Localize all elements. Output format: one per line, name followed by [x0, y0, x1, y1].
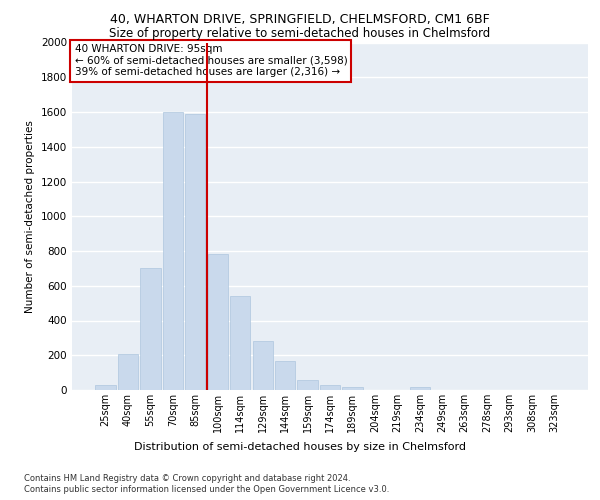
Bar: [343, 386, 362, 390]
Bar: [208, 254, 228, 390]
Bar: [95, 385, 116, 390]
Text: 40, WHARTON DRIVE, SPRINGFIELD, CHELMSFORD, CM1 6BF: 40, WHARTON DRIVE, SPRINGFIELD, CHELMSFO…: [110, 12, 490, 26]
Text: Distribution of semi-detached houses by size in Chelmsford: Distribution of semi-detached houses by …: [134, 442, 466, 452]
Bar: [320, 385, 340, 390]
Bar: [185, 114, 205, 390]
Text: Contains public sector information licensed under the Open Government Licence v3: Contains public sector information licen…: [24, 485, 389, 494]
Bar: [118, 354, 138, 390]
Bar: [275, 362, 295, 390]
Bar: [140, 268, 161, 390]
Bar: [410, 386, 430, 390]
Bar: [298, 380, 317, 390]
Bar: [253, 342, 273, 390]
Y-axis label: Number of semi-detached properties: Number of semi-detached properties: [25, 120, 35, 312]
Text: Size of property relative to semi-detached houses in Chelmsford: Size of property relative to semi-detach…: [109, 28, 491, 40]
Text: 40 WHARTON DRIVE: 95sqm
← 60% of semi-detached houses are smaller (3,598)
39% of: 40 WHARTON DRIVE: 95sqm ← 60% of semi-de…: [74, 44, 347, 78]
Bar: [230, 296, 250, 390]
Bar: [163, 112, 183, 390]
Text: Contains HM Land Registry data © Crown copyright and database right 2024.: Contains HM Land Registry data © Crown c…: [24, 474, 350, 483]
